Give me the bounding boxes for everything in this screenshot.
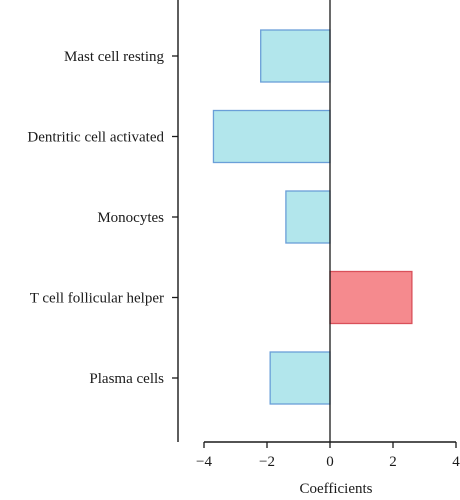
bars-layer [212,29,413,405]
x-tick-label: −2 [259,454,275,470]
bar-monocytes [285,190,331,244]
x-tick-label: 0 [326,454,334,470]
x-tick-label: −4 [196,454,212,470]
category-label: Dentritic cell activated [27,130,164,146]
bar-plasma-cells [269,351,331,405]
x-ticks: −4 −2 0 2 4 [196,442,460,470]
category-label: Monocytes [97,210,164,226]
x-tick-label: 4 [452,454,460,470]
category-label: T cell follicular helper [30,291,164,307]
category-labels: Mast cell resting Dentritic cell activate… [27,49,178,387]
bar-t-cell-follicular-helper [329,270,413,325]
bar-mast-cell-resting [260,29,331,83]
category-label: Mast cell resting [64,49,164,65]
x-tick-label: 2 [389,454,397,470]
bar-dentritic-cell-activated [212,109,331,164]
category-label: Plasma cells [89,371,164,387]
x-axis-title: Coefficients [299,481,372,497]
